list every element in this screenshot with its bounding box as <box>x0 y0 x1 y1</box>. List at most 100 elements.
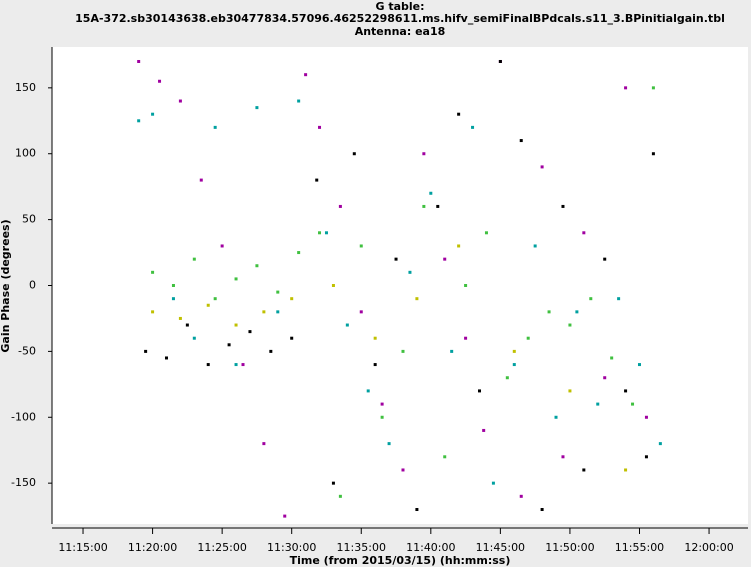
y-tick-label: 150 <box>15 81 36 94</box>
point <box>429 191 433 195</box>
title-line: G table: <box>375 0 424 13</box>
point <box>227 343 231 347</box>
point <box>220 244 224 248</box>
point <box>415 508 419 512</box>
point <box>394 257 398 261</box>
point <box>464 336 468 340</box>
point <box>658 442 662 446</box>
point <box>624 86 628 90</box>
point <box>561 455 565 459</box>
point <box>366 389 370 393</box>
point <box>631 402 635 406</box>
point <box>457 112 461 116</box>
point <box>644 455 648 459</box>
point <box>151 112 155 116</box>
point <box>297 99 301 103</box>
point <box>617 297 621 301</box>
point <box>234 363 238 367</box>
point <box>213 125 217 129</box>
point <box>568 323 572 327</box>
point <box>331 284 335 287</box>
point <box>276 290 280 294</box>
x-tick-label: 11:25:00 <box>197 541 246 554</box>
point <box>144 349 148 353</box>
point <box>234 323 238 327</box>
point <box>151 310 155 314</box>
point <box>401 349 405 353</box>
y-tick-label: 100 <box>15 147 36 160</box>
point <box>373 363 377 367</box>
y-tick-label: -100 <box>11 410 36 423</box>
point <box>199 178 203 182</box>
point <box>498 59 502 63</box>
y-tick-label: -50 <box>18 344 36 357</box>
point <box>561 204 565 208</box>
point <box>505 376 509 380</box>
x-tick-label: 11:35:00 <box>337 541 386 554</box>
point <box>359 310 363 314</box>
point <box>373 336 377 340</box>
point <box>484 231 488 235</box>
y-axis-label: Gain Phase (degrees) <box>0 219 12 352</box>
point <box>401 468 405 472</box>
point <box>315 178 319 182</box>
point <box>512 349 516 353</box>
point <box>603 257 607 261</box>
point <box>603 376 607 380</box>
point <box>651 86 655 90</box>
x-tick-label: 11:30:00 <box>267 541 316 554</box>
point <box>380 415 384 419</box>
point <box>248 330 252 334</box>
point <box>512 363 516 367</box>
point <box>422 204 426 208</box>
point <box>554 415 558 419</box>
point <box>478 389 482 393</box>
point <box>482 428 486 432</box>
point <box>206 303 210 307</box>
point <box>443 257 447 261</box>
point <box>533 244 537 248</box>
point <box>151 270 155 274</box>
x-tick-label: 11:20:00 <box>128 541 177 554</box>
plot-area <box>52 47 748 524</box>
x-tick-label: 12:00:00 <box>684 541 733 554</box>
point <box>540 508 544 512</box>
point <box>269 349 273 353</box>
point <box>589 297 593 301</box>
point <box>345 323 349 327</box>
point <box>178 99 182 103</box>
point <box>137 59 141 63</box>
point <box>338 494 342 498</box>
point <box>387 442 391 446</box>
point <box>352 152 356 156</box>
point <box>255 106 259 110</box>
point <box>610 356 614 360</box>
title-line: Antenna: ea18 <box>355 25 446 38</box>
point <box>255 264 259 268</box>
point <box>171 284 175 287</box>
point <box>491 481 495 485</box>
point <box>547 310 551 314</box>
point <box>178 316 182 320</box>
point <box>443 455 447 459</box>
y-tick-label: -150 <box>11 476 36 489</box>
x-tick-label: 11:45:00 <box>476 541 525 554</box>
point <box>213 297 217 301</box>
point <box>450 349 454 353</box>
point <box>262 442 266 446</box>
point <box>192 257 196 261</box>
point <box>164 356 168 360</box>
point <box>526 336 530 340</box>
title-line: 15A-372.sb30143638.eb30477834.57096.4625… <box>75 12 725 25</box>
point <box>637 363 641 367</box>
point <box>380 402 384 406</box>
point <box>241 363 245 367</box>
x-tick-label: 11:55:00 <box>615 541 664 554</box>
point <box>318 125 322 129</box>
point <box>457 244 461 248</box>
point <box>324 231 328 235</box>
point <box>359 244 363 248</box>
point <box>262 310 266 314</box>
point <box>318 231 322 235</box>
